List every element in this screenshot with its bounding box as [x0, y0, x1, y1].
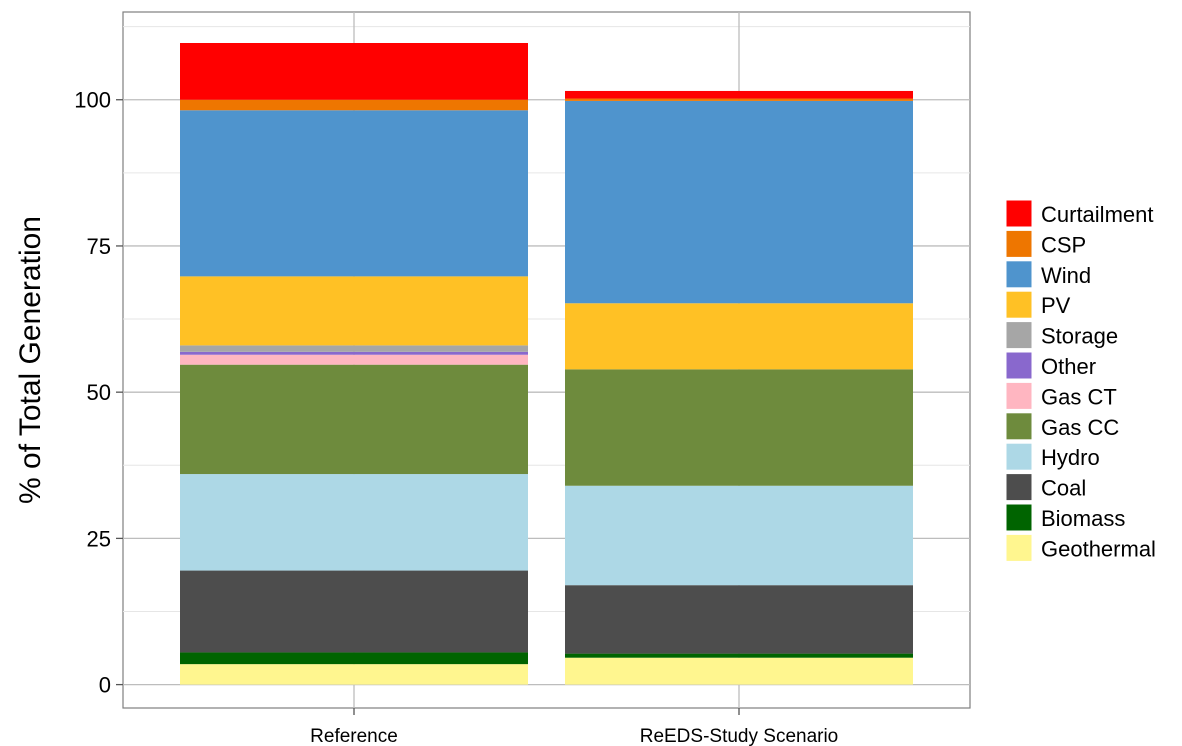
y-tick-label: 25: [87, 526, 111, 551]
bar-segment-wind: [180, 110, 528, 277]
legend-swatch-gas-cc: [1005, 412, 1033, 441]
x-tick-label: Reference: [310, 726, 398, 746]
bar-segment-pv: [180, 276, 528, 346]
legend-label: CSP: [1041, 232, 1086, 257]
bar-segment-hydro: [565, 485, 913, 586]
bar-segment-curtailment: [180, 42, 528, 100]
x-axis: Reference ReEDS-Study Scenario: [310, 708, 838, 746]
bar-segment-storage: [180, 345, 528, 352]
bar-segment-gas-cc: [565, 369, 913, 486]
legend-swatch-gas-ct: [1005, 381, 1033, 410]
legend-swatch-hydro: [1005, 442, 1033, 471]
legend-label: Curtailment: [1041, 202, 1153, 227]
y-axis-title: % of Total Generation: [14, 216, 47, 504]
y-tick-label: 50: [87, 380, 111, 405]
bar-segment-geothermal: [565, 657, 913, 685]
legend-label: Wind: [1041, 263, 1091, 288]
legend-swatch-pv: [1005, 290, 1033, 319]
y-axis: 0 25 50 75 100: [74, 88, 123, 698]
bar-segment-geothermal: [180, 664, 528, 685]
bar-segment-gas-cc: [180, 364, 528, 475]
legend-swatch-csp: [1005, 229, 1033, 258]
legend-label: PV: [1041, 293, 1071, 318]
bar-segment-pv: [565, 303, 913, 370]
x-tick-label: ReEDS-Study Scenario: [640, 726, 839, 746]
y-tick-label: 100: [74, 88, 111, 113]
legend-swatch-coal: [1005, 473, 1033, 502]
bar-segment-gas-ct: [180, 354, 528, 365]
bar-segment-other: [180, 351, 528, 355]
legend-swatch-storage: [1005, 321, 1033, 350]
bar-segment-biomass: [565, 653, 913, 658]
legend-label: Coal: [1041, 476, 1086, 501]
legend-label: Storage: [1041, 324, 1118, 349]
bar-segment-csp: [180, 99, 528, 111]
y-tick-label: 0: [99, 673, 111, 698]
legend-swatch-other: [1005, 351, 1033, 380]
bar-segment-coal: [565, 585, 913, 654]
legend-label: Geothermal: [1041, 536, 1156, 561]
legend-swatch-curtailment: [1005, 199, 1033, 228]
legend-label: Gas CT: [1041, 384, 1117, 409]
bar-segment-hydro: [180, 474, 528, 571]
bar-segment-coal: [180, 570, 528, 653]
legend-label: Hydro: [1041, 445, 1100, 470]
bar-segment-biomass: [180, 652, 528, 665]
legend-label: Biomass: [1041, 506, 1125, 531]
legend: Curtailment CSP Wind PV Storage Other Gas CT Ga…: [1005, 199, 1156, 562]
bar-segment-curtailment: [565, 90, 913, 99]
legend-swatch-wind: [1005, 260, 1033, 289]
bar-segment-csp: [565, 98, 913, 101]
bar-segment-wind: [565, 100, 913, 304]
legend-swatch-biomass: [1005, 503, 1033, 532]
y-tick-label: 75: [87, 234, 111, 259]
legend-swatch-geothermal: [1005, 533, 1033, 562]
legend-label: Gas CC: [1041, 415, 1119, 440]
bars: [180, 42, 913, 685]
legend-label: Other: [1041, 354, 1096, 379]
